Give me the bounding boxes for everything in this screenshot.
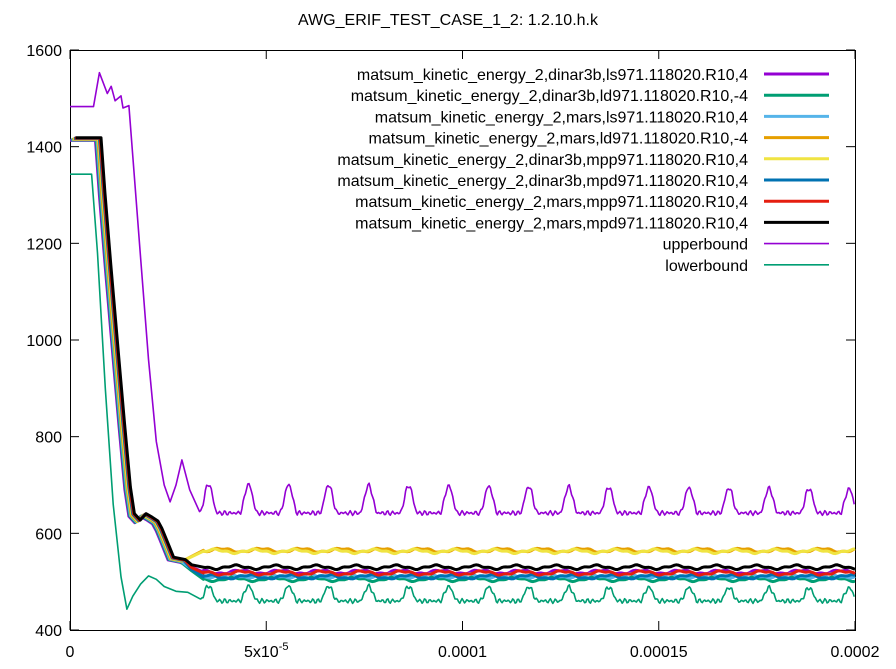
series-line-5 [73, 137, 856, 563]
legend-label: upperbound [663, 237, 748, 254]
legend-label: matsum_kinetic_energy_2,dinar3b,ls971.11… [357, 67, 748, 84]
chart-title: AWG_ERIF_TEST_CASE_1_2: 1.2.10.h.k [298, 12, 599, 29]
legend-label: matsum_kinetic_energy_2,mars,ld971.11802… [369, 131, 749, 148]
y-tick-label: 1600 [26, 43, 62, 60]
legend-label: matsum_kinetic_energy_2,dinar3b,mpp971.1… [337, 152, 748, 169]
x-tick-label: 0 [66, 644, 75, 661]
legend: matsum_kinetic_energy_2,dinar3b,ls971.11… [337, 67, 829, 275]
y-tick-label: 1200 [26, 236, 62, 253]
series-line-10 [70, 173, 855, 610]
x-tick-label: 5x10-5 [244, 641, 288, 661]
axes: 400 600 800 1000 1200 1400 1600 0 5x10-5 0.0001 0.… [26, 43, 879, 661]
x-tick-exponent: -5 [279, 641, 289, 653]
legend-label: matsum_kinetic_energy_2,mars,mpp971.1180… [355, 194, 748, 211]
legend-label: matsum_kinetic_energy_2,dinar3b,ld971.11… [351, 88, 748, 105]
plot-series [70, 71, 856, 610]
x-tick-label: 0.00015 [630, 644, 688, 661]
y-tick-label: 1400 [26, 140, 62, 157]
y-tick-label: 1000 [26, 333, 62, 350]
x-tick-label: 0.0002 [831, 644, 880, 661]
x-tick-label: 0.0001 [438, 644, 487, 661]
legend-label: lowerbound [665, 258, 748, 275]
legend-label: matsum_kinetic_energy_2,mars,ls971.11802… [375, 109, 748, 126]
series-line-9 [70, 71, 855, 517]
series-line-6 [73, 136, 856, 581]
legend-label: matsum_kinetic_energy_2,mars,mpd971.1180… [355, 215, 748, 232]
y-tick-label: 600 [35, 526, 62, 543]
series-line-8 [75, 136, 856, 572]
y-tick-label: 400 [35, 623, 62, 640]
legend-label: matsum_kinetic_energy_2,dinar3b,mpd971.1… [337, 173, 748, 190]
y-tick-label: 800 [35, 430, 62, 447]
series-line-7 [74, 136, 856, 577]
